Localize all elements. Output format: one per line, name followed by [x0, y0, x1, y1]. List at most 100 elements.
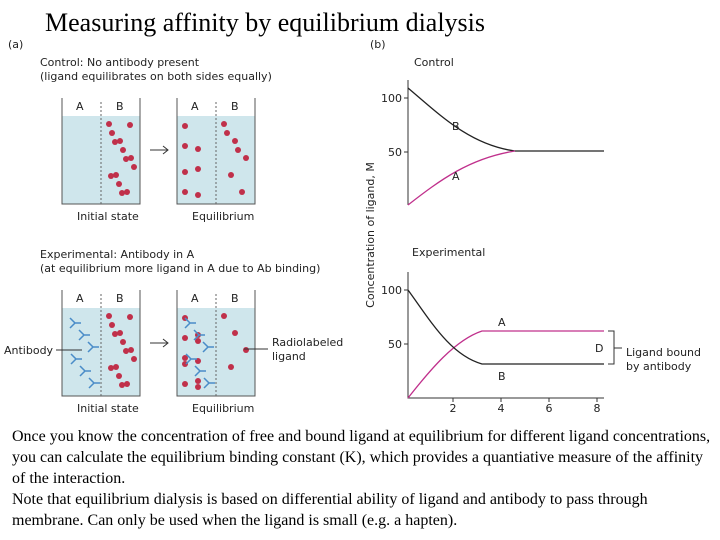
state-label: Initial state	[77, 210, 139, 223]
ligand	[112, 139, 118, 145]
figure: (a) Control: No antibody present (ligand…	[4, 38, 701, 415]
ligand	[235, 147, 241, 153]
antibody	[203, 377, 215, 389]
ligand	[117, 330, 123, 336]
ligand	[182, 355, 188, 361]
ligand	[116, 181, 122, 187]
ligand	[243, 155, 249, 161]
ligand	[195, 146, 201, 152]
caption: (at equilibrium more ligand in A due to …	[40, 262, 320, 275]
tick-label: 4	[498, 402, 505, 415]
state-label: Initial state	[77, 402, 139, 415]
ligand	[131, 356, 137, 362]
tick-label: 50	[388, 338, 402, 351]
panel-label: (b)	[370, 38, 386, 51]
ligand	[195, 384, 201, 390]
ligand	[232, 138, 238, 144]
state-label: Equilibrium	[192, 402, 254, 415]
ligand	[243, 347, 249, 353]
chamber-label: B	[231, 292, 239, 305]
chamber-label: A	[191, 100, 199, 113]
curve	[407, 289, 604, 365]
ligand	[127, 314, 133, 320]
ligand	[182, 143, 188, 149]
ligand	[182, 335, 188, 341]
slide-title: Measuring affinity by equilibrium dialys…	[45, 8, 486, 37]
ligand	[123, 348, 129, 354]
ligand	[127, 122, 133, 128]
ligand	[182, 189, 188, 195]
ligand	[128, 347, 134, 353]
antibody	[70, 353, 82, 365]
ligand	[195, 192, 201, 198]
curve	[407, 150, 516, 206]
ligand	[117, 138, 123, 144]
ligand	[195, 378, 201, 384]
tick-label: 50	[388, 146, 402, 159]
ligand	[239, 189, 245, 195]
bound-label: Ligand bound	[626, 346, 701, 359]
graph-title: Control	[414, 56, 454, 69]
ligand	[131, 164, 137, 170]
ligand-label: ligand	[272, 350, 306, 363]
ligand	[228, 364, 234, 370]
ligand	[195, 166, 201, 172]
tick-label: 100	[381, 92, 402, 105]
ligand	[108, 365, 114, 371]
paragraph: Once you know the concentration of free …	[12, 428, 711, 487]
beakers: A B A B A B A B	[61, 98, 256, 397]
tick	[404, 289, 598, 402]
ligand	[112, 331, 118, 337]
tick-label: 2	[450, 402, 457, 415]
antibody	[79, 365, 91, 377]
chamber-label: A	[191, 292, 199, 305]
state-label: Equilibrium	[192, 210, 254, 223]
curve	[407, 87, 604, 152]
paragraph: Note that equilibrium dialysis is based …	[12, 491, 648, 529]
curve-label: A	[452, 170, 460, 183]
arrow	[150, 338, 169, 348]
panel-b: (b) Concentration of ligand, M Control 1…	[364, 38, 701, 415]
antibody	[193, 329, 205, 341]
ligand	[119, 382, 125, 388]
ligand	[128, 155, 134, 161]
body-text: Once you know the concentration of free …	[12, 426, 712, 531]
ligand	[109, 322, 115, 328]
ligand	[113, 172, 119, 178]
ligand	[120, 147, 126, 153]
panel-a: (a) Control: No antibody present (ligand…	[4, 38, 343, 415]
ligand	[123, 156, 129, 162]
tick	[404, 97, 408, 153]
curve	[407, 330, 604, 399]
tick-label: 100	[381, 284, 402, 297]
ligand	[224, 130, 230, 136]
panel-label: (a)	[8, 38, 23, 51]
ligand	[113, 364, 119, 370]
ligand	[109, 130, 115, 136]
ligand	[106, 121, 112, 127]
bracket	[608, 330, 622, 365]
bound-label: by antibody	[626, 360, 692, 373]
ligand	[124, 381, 130, 387]
ligand-label: Radiolabeled	[272, 336, 343, 349]
ligand	[221, 313, 227, 319]
ligand	[119, 190, 125, 196]
antibody	[184, 317, 196, 329]
ligand	[120, 339, 126, 345]
ligand	[182, 123, 188, 129]
antibody	[87, 341, 99, 353]
chamber-label: A	[76, 292, 84, 305]
arrow	[150, 145, 169, 155]
antibody	[78, 329, 90, 341]
ligand	[106, 313, 112, 319]
ligand	[108, 173, 114, 179]
chamber-label: B	[116, 292, 124, 305]
antibody-label: Antibody	[4, 344, 54, 357]
caption: (ligand equilibrates on both sides equal…	[40, 70, 272, 83]
antibody	[88, 377, 100, 389]
antibody	[69, 317, 81, 329]
ligand	[116, 373, 122, 379]
ligand	[195, 338, 201, 344]
caption: Control: No antibody present	[40, 56, 200, 69]
